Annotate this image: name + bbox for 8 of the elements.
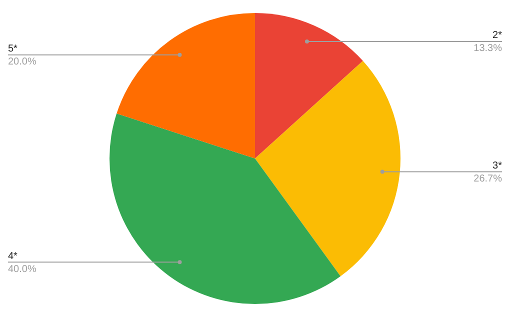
slice-label: 4*: [8, 250, 18, 262]
slice-label: 5*: [8, 44, 18, 55]
data-label: 26.7%: [474, 174, 502, 184]
data-label: 13.3%: [474, 43, 502, 54]
data-label: 40.0%: [8, 264, 36, 275]
data-label: 20.0%: [8, 56, 36, 68]
slice-label: 2*: [492, 30, 502, 42]
slice-label: 3*: [492, 160, 502, 172]
